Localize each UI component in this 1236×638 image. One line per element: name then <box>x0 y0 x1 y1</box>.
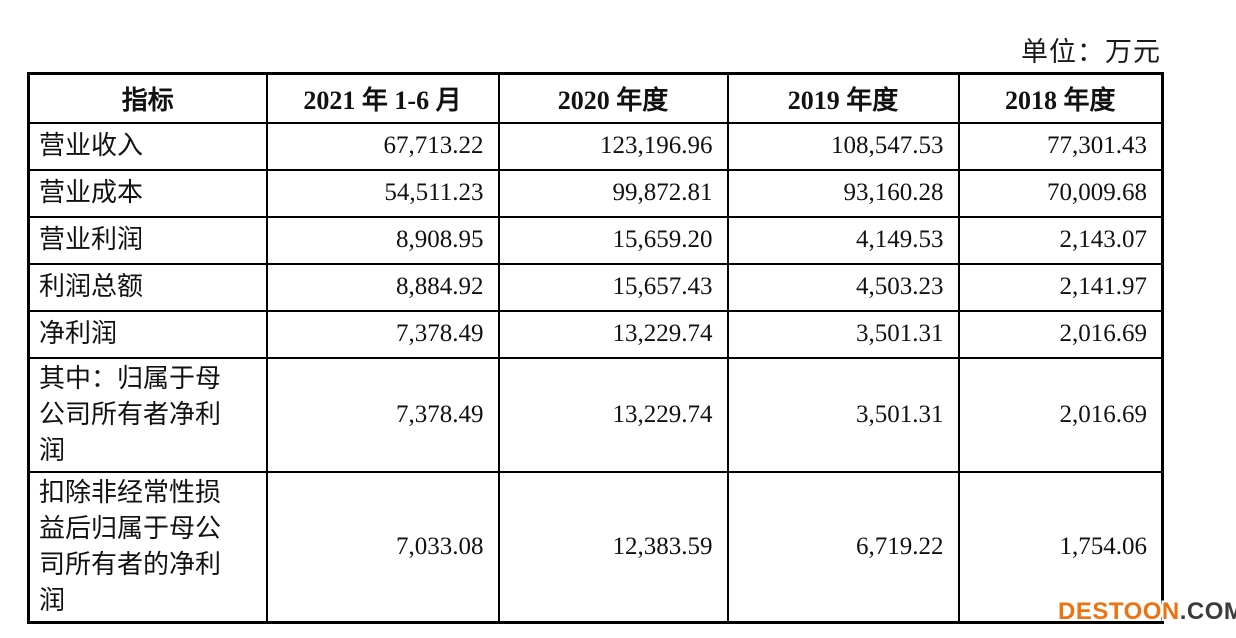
cell-value: 7,033.08 <box>265 470 500 623</box>
cell-value: 93,160.28 <box>726 168 960 218</box>
watermark-secondary-text: .COM <box>1179 598 1236 625</box>
column-header-2019: 2019 年度 <box>726 72 960 124</box>
column-header-2018: 2018 年度 <box>957 72 1164 124</box>
cell-value: 15,659.20 <box>497 215 729 265</box>
table-header-row: 指标 2021 年 1-6 月 2020 年度 2019 年度 2018 年度 <box>27 72 1164 124</box>
cell-value: 3,501.31 <box>726 356 960 473</box>
table-row-net-profit-parent: 其中：归属于母 公司所有者净利 润 7,378.49 13,229.74 3,5… <box>27 356 1164 473</box>
table-row-operating-revenue: 营业收入 67,713.22 123,196.96 108,547.53 77,… <box>27 121 1164 171</box>
cell-value: 54,511.23 <box>265 168 500 218</box>
cell-value: 2,143.07 <box>957 215 1164 265</box>
row-label: 其中：归属于母 公司所有者净利 润 <box>27 356 268 473</box>
cell-value: 8,908.95 <box>265 215 500 265</box>
watermark-destoon: DESTOON.COM <box>1058 598 1236 626</box>
cell-value: 13,229.74 <box>497 356 729 473</box>
cell-value: 1,754.06 <box>957 470 1164 623</box>
financial-indicators-table: 指标 2021 年 1-6 月 2020 年度 2019 年度 2018 年度 … <box>27 72 1164 624</box>
column-header-indicator: 指标 <box>27 72 268 124</box>
row-label: 扣除非经常性损 益后归属于母公 司所有者的净利 润 <box>27 470 268 623</box>
cell-value: 4,149.53 <box>726 215 960 265</box>
table-row-total-profit: 利润总额 8,884.92 15,657.43 4,503.23 2,141.9… <box>27 262 1164 312</box>
table-row-operating-cost: 营业成本 54,511.23 99,872.81 93,160.28 70,00… <box>27 168 1164 218</box>
table-row-net-profit: 净利润 7,378.49 13,229.74 3,501.31 2,016.69 <box>27 309 1164 359</box>
cell-value: 12,383.59 <box>497 470 729 623</box>
row-label: 营业收入 <box>27 121 268 171</box>
cell-value: 6,719.22 <box>726 470 960 623</box>
column-header-2021h1: 2021 年 1-6 月 <box>265 72 500 124</box>
cell-value: 2,016.69 <box>957 356 1164 473</box>
cell-value: 15,657.43 <box>497 262 729 312</box>
table-row-operating-profit: 营业利润 8,908.95 15,659.20 4,149.53 2,143.0… <box>27 215 1164 265</box>
cell-value: 2,016.69 <box>957 309 1164 359</box>
cell-value: 77,301.43 <box>957 121 1164 171</box>
cell-value: 2,141.97 <box>957 262 1164 312</box>
cell-value: 7,378.49 <box>265 309 500 359</box>
row-label: 净利润 <box>27 309 268 359</box>
cell-value: 13,229.74 <box>497 309 729 359</box>
row-label: 营业成本 <box>27 168 268 218</box>
row-label: 营业利润 <box>27 215 268 265</box>
cell-value: 8,884.92 <box>265 262 500 312</box>
cell-value: 108,547.53 <box>726 121 960 171</box>
table-row-net-profit-parent-ex-nonrecurring: 扣除非经常性损 益后归属于母公 司所有者的净利 润 7,033.08 12,38… <box>27 470 1164 623</box>
cell-value: 3,501.31 <box>726 309 960 359</box>
cell-value: 70,009.68 <box>957 168 1164 218</box>
cell-value: 99,872.81 <box>497 168 729 218</box>
cell-value: 4,503.23 <box>726 262 960 312</box>
cell-value: 123,196.96 <box>497 121 729 171</box>
cell-value: 67,713.22 <box>265 121 500 171</box>
watermark-primary-text: DESTOON <box>1058 598 1180 625</box>
cell-value: 7,378.49 <box>265 356 500 473</box>
row-label: 利润总额 <box>27 262 268 312</box>
column-header-2020: 2020 年度 <box>497 72 729 124</box>
unit-label: 单位：万元 <box>1021 37 1161 67</box>
